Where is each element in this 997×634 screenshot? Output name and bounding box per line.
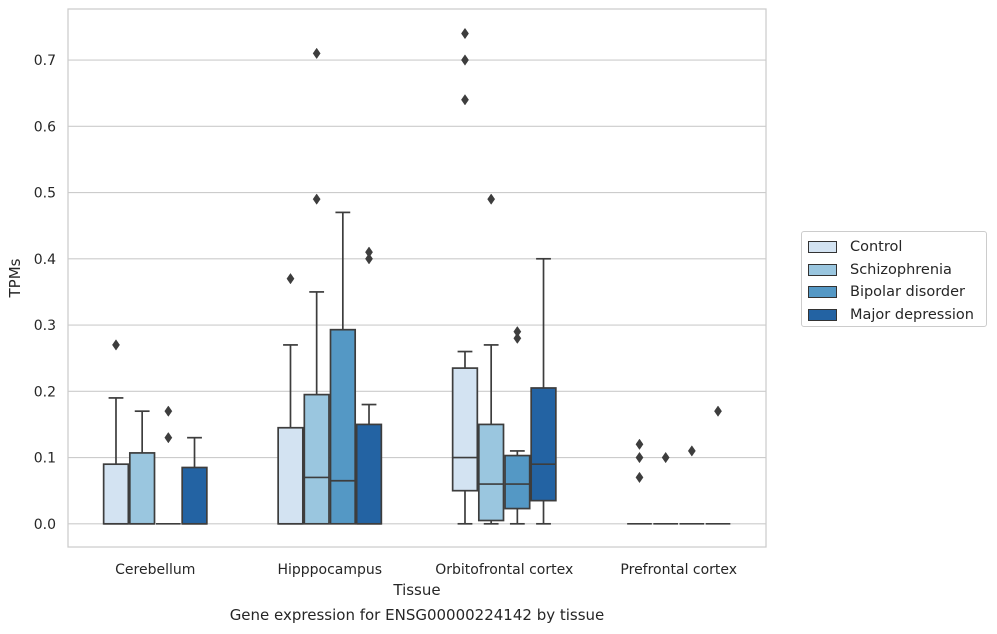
- outlier-point: [687, 445, 696, 457]
- y-tick-label: 0.1: [34, 451, 56, 467]
- legend-swatch: [808, 263, 837, 276]
- y-tick-label: 0.2: [34, 384, 56, 400]
- box: [303, 393, 330, 525]
- outlier-point: [487, 193, 496, 205]
- outlier-point: [461, 94, 469, 106]
- outlier-point: [164, 432, 173, 444]
- box: [477, 423, 505, 522]
- y-tick-label: 0.3: [34, 318, 56, 334]
- x-tick-label: Prefrontal cortex: [620, 562, 737, 578]
- legend-item-bipolar-disorder: Bipolar disorder: [808, 281, 980, 304]
- y-tick-label: 0.7: [34, 53, 56, 69]
- legend-label: Bipolar disorder: [850, 284, 965, 301]
- outlier-point: [635, 451, 644, 464]
- y-tick-label: 0.4: [34, 252, 56, 268]
- outlier-point: [513, 332, 522, 344]
- x-tick-labels: Cerebellum Hipppocampus Orbitofrontal cort…: [115, 562, 737, 578]
- outlier-point: [461, 54, 469, 66]
- box: [451, 367, 479, 492]
- outlier-point: [714, 405, 722, 417]
- legend-item-major-depression: Major depression: [808, 304, 980, 327]
- legend-item-schizophrenia: Schizophrenia: [808, 259, 980, 282]
- box: [277, 426, 304, 525]
- legend-label: Major depression: [850, 306, 974, 323]
- box: [530, 387, 557, 502]
- legend-swatch: [808, 241, 837, 254]
- y-tick-labels: 0.0 0.1 0.2 0.3 0.4 0.5 0.6 0.7: [34, 53, 56, 533]
- outlier-point: [513, 326, 522, 338]
- outlier-point: [365, 253, 373, 265]
- outlier-point: [635, 438, 644, 450]
- outlier-point: [635, 471, 644, 484]
- outlier-point: [312, 47, 321, 60]
- legend-swatch: [808, 308, 837, 321]
- y-tick-label: 0.0: [34, 517, 56, 533]
- outlier-point: [461, 27, 469, 40]
- x-tick-label: Cerebellum: [115, 562, 195, 578]
- outlier-point: [164, 405, 173, 417]
- boxes: [102, 27, 731, 525]
- box: [504, 454, 531, 510]
- box: [181, 466, 208, 525]
- box: [128, 452, 156, 525]
- x-axis-title: Tissue: [392, 581, 440, 599]
- y-axis-title: TPMs: [6, 258, 24, 298]
- legend-item-control: Control: [808, 236, 980, 259]
- outlier-point: [286, 273, 295, 285]
- y-tick-label: 0.5: [34, 186, 56, 202]
- legend-label: Schizophrenia: [850, 261, 952, 278]
- outlier-point: [312, 193, 321, 205]
- figure-caption: Gene expression for ENSG00000224142 by t…: [229, 606, 605, 624]
- outlier-point: [661, 451, 670, 464]
- box: [329, 328, 357, 525]
- legend-swatch: [808, 286, 837, 299]
- outlier-point: [365, 246, 373, 258]
- x-tick-label: Hipppocampus: [277, 562, 382, 578]
- plot-area: [67, 8, 767, 548]
- box: [355, 423, 383, 525]
- box: [102, 463, 130, 525]
- y-tick-label: 0.6: [34, 119, 56, 135]
- legend: Control Schizophrenia Bipolar disorder M…: [801, 231, 987, 327]
- outlier-point: [112, 339, 120, 351]
- legend-label: Control: [850, 239, 903, 256]
- x-tick-label: Orbitofrontal cortex: [435, 562, 573, 578]
